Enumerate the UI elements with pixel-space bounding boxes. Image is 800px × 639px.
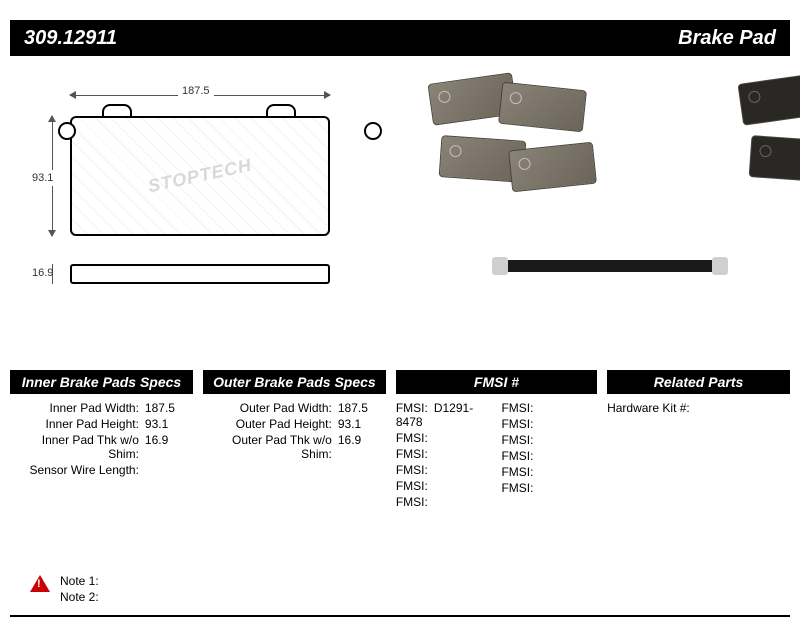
spec-row: Sensor Wire Length: <box>10 462 193 478</box>
spec-row: Inner Pad Height:93.1 <box>10 416 193 432</box>
part-number: 309.12911 <box>24 27 117 50</box>
fmsi-right-col: FMSI: FMSI: FMSI: FMSI: FMSI: FMSI: <box>501 400 597 510</box>
pad-side-view <box>70 264 330 284</box>
spec-row: Outer Pad Width:187.5 <box>203 400 386 416</box>
content-row: 187.5 STOPTECH 93.1 16.9 <box>0 56 800 326</box>
photo-set-back <box>740 78 790 208</box>
pad-face-view: STOPTECH <box>70 116 330 236</box>
outer-specs-header: Outer Brake Pads Specs <box>203 370 386 394</box>
fmsi-row: FMSI: <box>396 430 492 446</box>
spec-row: Inner Pad Thk w/o Shim:16.9 <box>10 432 193 462</box>
footer-rule <box>10 615 790 617</box>
spec-row: Outer Pad Thk w/o Shim:16.9 <box>203 432 386 462</box>
dimension-height-value: 93.1 <box>32 170 53 186</box>
fmsi-specs: FMSI # FMSI:D1291-8478 FMSI: FMSI: FMSI:… <box>396 370 597 510</box>
fmsi-row: FMSI:D1291-8478 <box>396 400 492 430</box>
photo-set-front <box>430 78 600 208</box>
fmsi-row: FMSI: <box>501 448 597 464</box>
photo-block <box>430 78 720 326</box>
fmsi-row: FMSI: <box>501 480 597 496</box>
fmsi-row: FMSI: <box>501 432 597 448</box>
inner-specs-header: Inner Brake Pads Specs <box>10 370 193 394</box>
shim-photo <box>500 260 720 272</box>
spec-row: Inner Pad Width:187.5 <box>10 400 193 416</box>
related-row: Hardware Kit #: <box>607 400 790 416</box>
watermark: STOPTECH <box>146 155 254 198</box>
dimension-thickness: 16.9 <box>38 264 66 284</box>
outer-specs: Outer Brake Pads Specs Outer Pad Width:1… <box>203 370 386 510</box>
dimension-height: 93.1 <box>38 116 66 236</box>
dimension-width: 187.5 <box>70 86 330 104</box>
dimension-thickness-value: 16.9 <box>32 267 53 279</box>
fmsi-row: FMSI: <box>501 400 597 416</box>
fmsi-row: FMSI: <box>501 464 597 480</box>
category-label: Brake Pad <box>678 27 776 50</box>
header-bar: 309.12911 Brake Pad <box>10 20 790 56</box>
fmsi-header: FMSI # <box>396 370 597 394</box>
dimension-width-value: 187.5 <box>178 85 214 97</box>
related-parts: Related Parts Hardware Kit #: <box>607 370 790 510</box>
fmsi-row: FMSI: <box>501 416 597 432</box>
notes-area: Note 1: Note 2: <box>30 573 99 605</box>
note-1: Note 1: <box>60 573 99 589</box>
fmsi-row: FMSI: <box>396 462 492 478</box>
product-photos <box>410 68 790 326</box>
note-2: Note 2: <box>60 589 99 605</box>
fmsi-row: FMSI: <box>396 446 492 462</box>
spec-row: Outer Pad Height:93.1 <box>203 416 386 432</box>
related-header: Related Parts <box>607 370 790 394</box>
fmsi-row: FMSI: <box>396 494 492 510</box>
inner-specs: Inner Brake Pads Specs Inner Pad Width:1… <box>10 370 193 510</box>
fmsi-row: FMSI: <box>396 478 492 494</box>
specs-area: Inner Brake Pads Specs Inner Pad Width:1… <box>10 370 790 510</box>
fmsi-left-col: FMSI:D1291-8478 FMSI: FMSI: FMSI: FMSI: … <box>396 400 492 510</box>
technical-drawing: 187.5 STOPTECH 93.1 16.9 <box>10 68 410 326</box>
warning-icon <box>30 575 50 592</box>
